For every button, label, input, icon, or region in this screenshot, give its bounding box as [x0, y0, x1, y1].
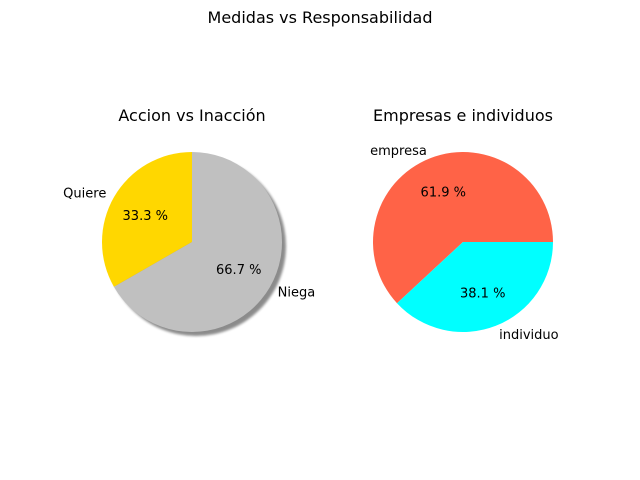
pie-2-empresas-e-individuos: 61.9 % empresa 38.1 % individuo — [370, 144, 559, 343]
pie-slice-niega — [113, 152, 282, 333]
pie-category-label-niega: Niega — [278, 286, 316, 301]
pie-pct-label-individuo: 38.1 % — [460, 286, 505, 301]
pie-category-label-individuo: individuo — [499, 328, 559, 343]
pie-category-label-empresa: empresa — [370, 144, 427, 159]
pie-1-accion-vs-inaccion: 33.3 % Quiere 66.7 % Niega — [63, 152, 315, 336]
pie-category-label-quiere: Quiere — [63, 186, 106, 201]
pie-slice-empresa — [373, 152, 553, 304]
pie-pct-label-niega: 66.7 % — [216, 263, 261, 278]
pie-1-title: Accion vs Inacción — [118, 106, 265, 125]
pie-pct-label-quiere: 33.3 % — [123, 209, 168, 224]
pie-2-title: Empresas e individuos — [373, 106, 553, 125]
figure-suptitle: Medidas vs Responsabilidad — [208, 8, 433, 27]
pie-pct-label-empresa: 61.9 % — [421, 186, 466, 201]
pie-slice-individuo — [397, 242, 553, 333]
pie-slice-quiere — [101, 152, 192, 287]
